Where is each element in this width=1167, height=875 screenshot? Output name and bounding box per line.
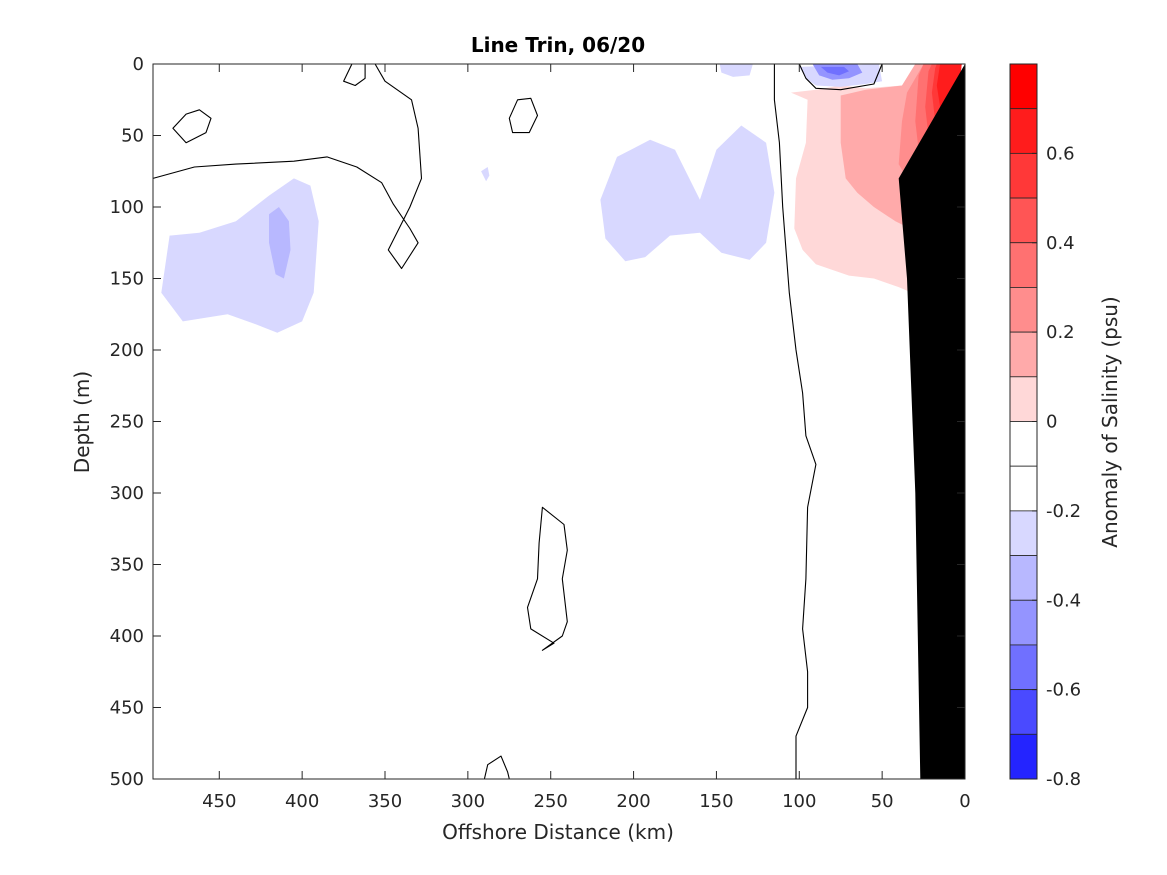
y-tick-label: 150 — [110, 269, 144, 290]
x-tick-label: 450 — [202, 791, 236, 812]
x-tick-label: 0 — [959, 791, 970, 812]
y-tick-label: 350 — [110, 555, 144, 576]
colorbar-band — [1009, 287, 1038, 333]
x-tick-label: 300 — [451, 791, 485, 812]
colorbar-band — [1009, 197, 1038, 244]
colorbar-band — [1009, 689, 1038, 735]
y-tick-label: 400 — [110, 626, 144, 647]
colorbar-tick-label: 0.6 — [1046, 143, 1075, 164]
colorbar-band — [1009, 599, 1038, 646]
colorbar-band — [1009, 465, 1038, 512]
y-tick-label: 450 — [110, 698, 144, 719]
colorbar-band — [1009, 421, 1038, 467]
zero-contour-loop-c — [508, 97, 539, 134]
y-tick-label: 0 — [133, 54, 144, 75]
zero-contour-west — [152, 63, 423, 270]
colorbar-tick-label: -0.2 — [1046, 501, 1081, 522]
colorbar-band — [1009, 510, 1038, 556]
chart-title: Line Trin, 06/20 — [471, 33, 645, 57]
y-axis: 0 50 100 150 200 250 300 350 400 450 500 — [110, 54, 965, 790]
colorbar-band — [1009, 242, 1038, 288]
colorbar-label: Anomaly of Salinity (psu) — [1098, 296, 1122, 547]
y-tick-label: 200 — [110, 340, 144, 361]
x-tick-label: 350 — [368, 791, 402, 812]
colorbar-band — [1009, 644, 1038, 691]
blue-anomaly-top — [719, 64, 753, 77]
colorbar-band — [1009, 555, 1038, 601]
x-tick-label: 50 — [871, 791, 894, 812]
x-axis-label: Offshore Distance (km) — [442, 820, 674, 844]
colorbar-band — [1009, 331, 1038, 378]
zero-contour-bottom — [483, 755, 510, 780]
x-tick-label: 400 — [285, 791, 319, 812]
x-tick-label: 150 — [699, 791, 733, 812]
colorbar-band — [1009, 108, 1038, 154]
contour-lines — [152, 63, 883, 780]
blue-anomaly-speck — [481, 167, 490, 182]
y-tick-label: 100 — [110, 197, 144, 218]
colorbar — [1009, 63, 1038, 780]
y-tick-label: 300 — [110, 483, 144, 504]
x-axis: 450 400 350 300 250 200 150 100 50 0 — [202, 64, 971, 812]
colorbar-tick-label: 0 — [1046, 412, 1057, 433]
zero-contour-surface — [798, 63, 883, 91]
y-axis-label: Depth (m) — [70, 371, 94, 473]
colorbar-band — [1009, 152, 1038, 199]
colorbar-tick-label: -0.4 — [1046, 590, 1081, 611]
y-tick-label: 500 — [110, 769, 144, 790]
blue-anomaly-surface-inner — [820, 66, 849, 76]
red-anomaly-0.7 — [936, 64, 962, 115]
colorbar-tick-label: 0.4 — [1046, 233, 1075, 254]
seafloor-shelf — [898, 64, 965, 779]
colorbar-ticks: 0.6 0.4 0.2 0 -0.2 -0.4 -0.6 -0.8 — [1032, 143, 1081, 790]
blue-anomaly-mid — [600, 125, 775, 262]
colorbar-band — [1009, 733, 1038, 780]
colorbar-tick-label: -0.8 — [1046, 769, 1081, 790]
x-tick-label: 200 — [616, 791, 650, 812]
bathymetry-mask — [898, 64, 965, 779]
colorbar-band — [1009, 376, 1038, 422]
zero-contour-loop-b — [172, 109, 212, 144]
colorbar-tick-label: -0.6 — [1046, 680, 1081, 701]
y-tick-label: 50 — [121, 126, 144, 147]
colorbar-band — [1009, 63, 1038, 110]
x-tick-label: 100 — [782, 791, 816, 812]
zero-contour-deep-loop — [526, 506, 568, 651]
blue-anomaly-left-core — [269, 207, 291, 279]
zero-contour-slope — [773, 64, 817, 779]
y-tick-label: 250 — [110, 412, 144, 433]
plot-area — [152, 63, 966, 780]
colorbar-tick-label: 0.2 — [1046, 322, 1075, 343]
x-tick-label: 250 — [534, 791, 568, 812]
